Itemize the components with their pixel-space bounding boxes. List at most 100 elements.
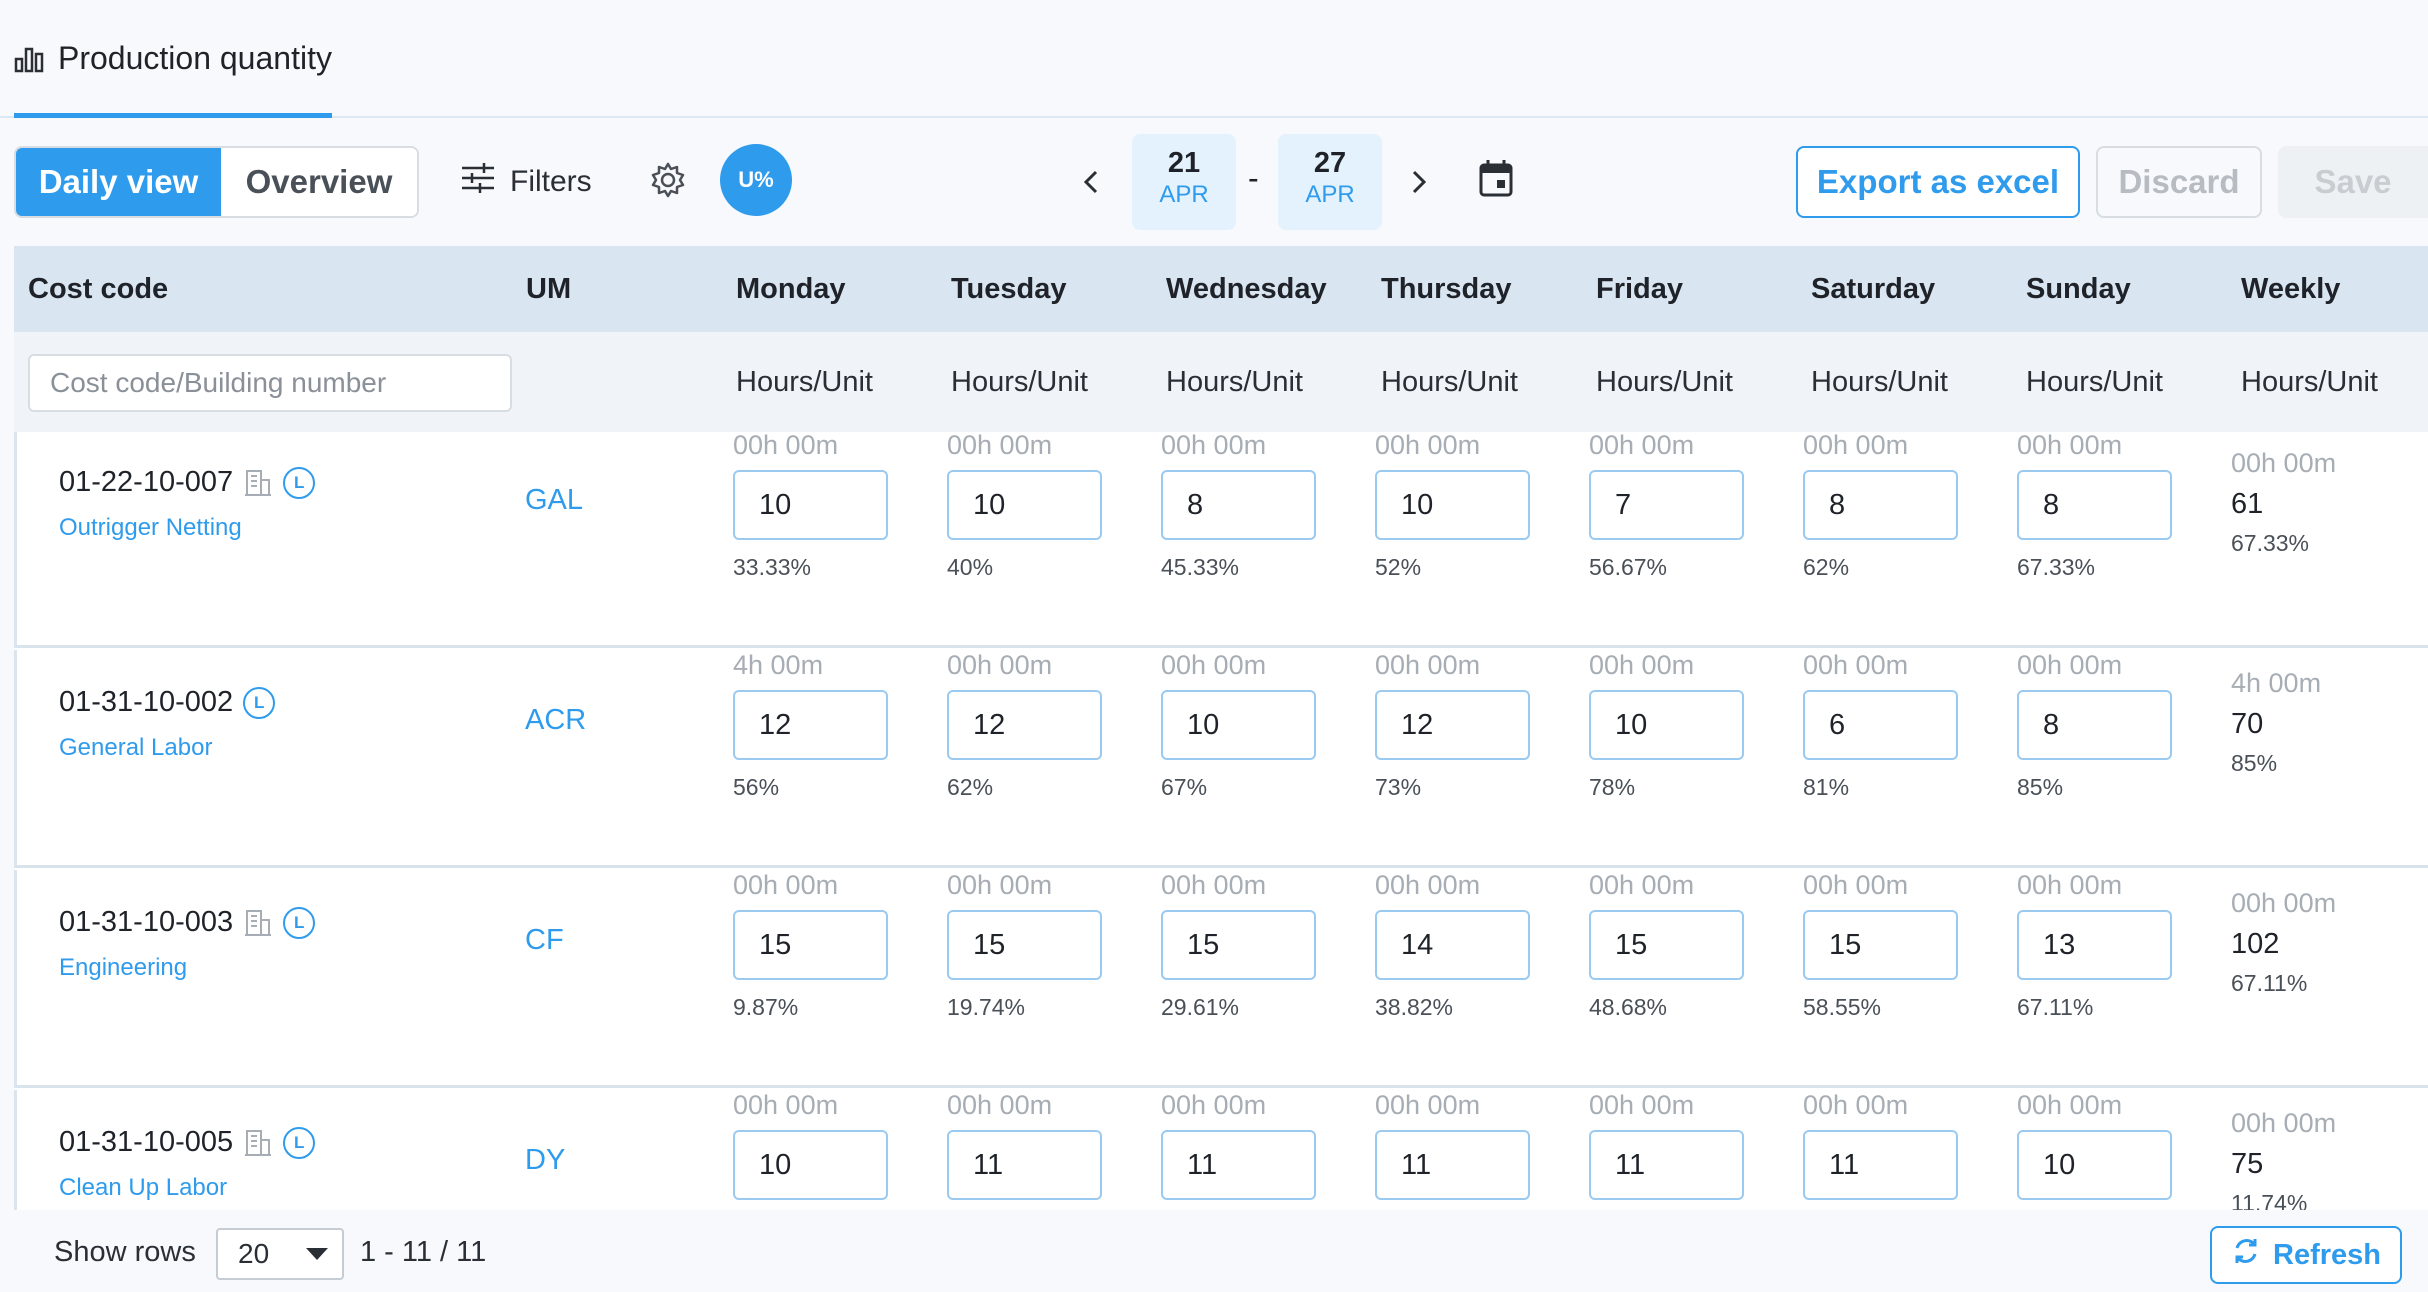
wednesday-quantity-input[interactable] (1161, 1130, 1316, 1200)
building-icon[interactable] (243, 1128, 273, 1158)
cost-code-cell[interactable]: 01-31-10-003 L (59, 906, 316, 939)
tuesday-percent: 62% (947, 774, 994, 800)
save-button[interactable]: Save (2278, 146, 2428, 218)
table-row: 01-31-10-002 L General Labor ACR 4h 00m 56% 00… (14, 650, 2428, 868)
thursday-quantity-input[interactable] (1375, 910, 1530, 980)
tuesday-quantity-input[interactable] (947, 470, 1102, 540)
tab-bar: Production quantity (0, 0, 2428, 118)
saturday-percent: 81% (1803, 774, 1850, 800)
col-thursday[interactable]: Thursday (1381, 273, 1512, 305)
weekly-quantity: 70 (2231, 708, 2264, 740)
col-tuesday[interactable]: Tuesday (951, 273, 1067, 305)
friday-hours: 00h 00m (1589, 650, 1695, 680)
wednesday-quantity-input[interactable] (1161, 910, 1316, 980)
wednesday-hours: 00h 00m (1161, 432, 1267, 460)
filters-button[interactable]: Filters (460, 146, 592, 218)
gear-icon[interactable] (648, 160, 688, 200)
saturday-quantity-input[interactable] (1803, 690, 1958, 760)
wednesday-quantity-input[interactable] (1161, 690, 1316, 760)
um-link[interactable]: ACR (525, 704, 587, 736)
sub-label-saturday: Hours/Unit (1811, 366, 1948, 398)
um-link[interactable]: DY (525, 1144, 566, 1176)
monday-quantity-input[interactable] (733, 1130, 888, 1200)
toolbar: Daily view Overview Filters U% 21 APR - (0, 134, 2428, 230)
date-end[interactable]: 27 APR (1278, 134, 1382, 230)
weekly-hours: 4h 00m (2231, 668, 2322, 698)
col-wednesday[interactable]: Wednesday (1166, 273, 1327, 305)
sunday-percent: 67.33% (2017, 554, 2096, 580)
refresh-button[interactable]: Refresh (2210, 1226, 2402, 1284)
saturday-quantity-input[interactable] (1803, 1130, 1958, 1200)
tuesday-hours: 00h 00m (947, 870, 1053, 900)
bar-chart-icon (14, 38, 48, 78)
tab-production-quantity[interactable]: Production quantity (14, 30, 332, 118)
sub-label-tuesday: Hours/Unit (951, 366, 1088, 398)
daily-view-button[interactable]: Daily view (16, 148, 221, 216)
cost-code-name[interactable]: General Labor (59, 734, 213, 761)
caret-down-icon (306, 1248, 328, 1260)
thursday-quantity-input[interactable] (1375, 1130, 1530, 1200)
monday-quantity-input[interactable] (733, 470, 888, 540)
cost-code-name[interactable]: Engineering (59, 954, 188, 981)
monday-quantity-input[interactable] (733, 690, 888, 760)
cost-code-search-input[interactable] (28, 354, 512, 412)
monday-quantity-input[interactable] (733, 910, 888, 980)
sunday-quantity-input[interactable] (2017, 1130, 2172, 1200)
um-link[interactable]: CF (525, 924, 564, 956)
building-icon[interactable] (243, 468, 273, 498)
labor-badge: L (283, 466, 316, 499)
calendar-icon[interactable] (1478, 158, 1518, 202)
friday-quantity-input[interactable] (1589, 690, 1744, 760)
col-um[interactable]: UM (526, 273, 572, 305)
um-link[interactable]: GAL (525, 484, 584, 516)
saturday-hours: 00h 00m (1803, 870, 1909, 900)
friday-quantity-input[interactable] (1589, 910, 1744, 980)
col-weekly[interactable]: Weekly (2241, 273, 2341, 305)
weekly-hours: 00h 00m (2231, 448, 2337, 478)
date-start[interactable]: 21 APR (1132, 134, 1236, 230)
export-excel-button[interactable]: Export as excel (1796, 146, 2080, 218)
chevron-right-icon[interactable] (1404, 162, 1434, 202)
col-sunday[interactable]: Sunday (2026, 273, 2131, 305)
refresh-label: Refresh (2273, 1238, 2381, 1271)
tuesday-quantity-input[interactable] (947, 690, 1102, 760)
col-cost-code[interactable]: Cost code (28, 273, 169, 305)
wednesday-quantity-input[interactable] (1161, 470, 1316, 540)
date-separator: - (1248, 160, 1259, 196)
cost-code-cell[interactable]: 01-31-10-002 L (59, 686, 276, 719)
col-saturday[interactable]: Saturday (1811, 273, 1936, 305)
monday-hours: 00h 00m (733, 1090, 839, 1120)
weekly-quantity: 102 (2231, 928, 2280, 960)
discard-button[interactable]: Discard (2096, 146, 2262, 218)
wednesday-hours: 00h 00m (1161, 650, 1267, 680)
tuesday-quantity-input[interactable] (947, 910, 1102, 980)
saturday-quantity-input[interactable] (1803, 910, 1958, 980)
unit-percent-toggle[interactable]: U% (720, 144, 792, 216)
sunday-quantity-input[interactable] (2017, 470, 2172, 540)
cost-code-cell[interactable]: 01-22-10-007 L (59, 466, 316, 499)
saturday-quantity-input[interactable] (1803, 470, 1958, 540)
sunday-quantity-input[interactable] (2017, 910, 2172, 980)
sunday-quantity-input[interactable] (2017, 690, 2172, 760)
friday-quantity-input[interactable] (1589, 470, 1744, 540)
tuesday-quantity-input[interactable] (947, 1130, 1102, 1200)
cost-code-cell[interactable]: 01-31-10-005 L (59, 1126, 316, 1159)
cost-code-name[interactable]: Clean Up Labor (59, 1174, 228, 1201)
refresh-icon (2231, 1236, 2261, 1274)
building-icon[interactable] (243, 908, 273, 938)
friday-quantity-input[interactable] (1589, 1130, 1744, 1200)
wednesday-percent: 45.33% (1161, 554, 1240, 580)
rows-per-page-select[interactable]: 20 (216, 1228, 344, 1280)
weekly-hours: 00h 00m (2231, 1108, 2337, 1138)
sub-label-weekly: Hours/Unit (2241, 366, 2378, 398)
labor-badge: L (243, 686, 276, 719)
thursday-quantity-input[interactable] (1375, 470, 1530, 540)
date-start-month: APR (1159, 181, 1209, 208)
cost-code-name[interactable]: Outrigger Netting (59, 514, 242, 541)
col-monday[interactable]: Monday (736, 273, 846, 305)
thursday-quantity-input[interactable] (1375, 690, 1530, 760)
friday-hours: 00h 00m (1589, 432, 1695, 460)
overview-button[interactable]: Overview (220, 148, 417, 216)
chevron-left-icon[interactable] (1076, 162, 1106, 202)
col-friday[interactable]: Friday (1596, 273, 1684, 305)
